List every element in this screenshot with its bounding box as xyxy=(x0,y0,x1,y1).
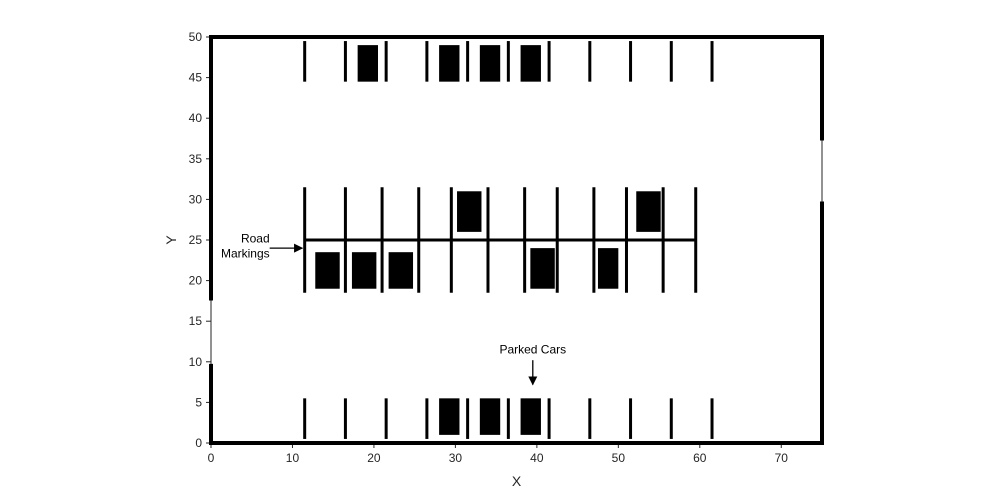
x-tick-label: 50 xyxy=(612,451,626,465)
parked-car xyxy=(357,45,379,82)
parked-car xyxy=(520,45,541,82)
y-tick-label: 45 xyxy=(189,71,203,85)
y-tick-label: 30 xyxy=(189,192,203,206)
x-tick-label: 30 xyxy=(449,451,463,465)
x-tick-label: 10 xyxy=(286,451,300,465)
y-tick-label: 10 xyxy=(189,355,203,369)
parked-car xyxy=(530,248,555,289)
y-tick-label: 50 xyxy=(189,30,203,44)
x-tick-label: 60 xyxy=(693,451,707,465)
y-tick-label: 15 xyxy=(189,314,203,328)
diagram-marks xyxy=(209,35,824,445)
road-markings-label: Markings xyxy=(221,246,270,260)
y-tick-label: 40 xyxy=(189,111,203,125)
parked-car xyxy=(315,252,340,289)
parked-car xyxy=(636,191,661,232)
parked-car xyxy=(597,248,619,289)
y-tick-label: 25 xyxy=(189,233,203,247)
y-tick-label: 0 xyxy=(195,436,202,450)
parked-car xyxy=(439,45,460,82)
x-tick-label: 20 xyxy=(367,451,381,465)
x-tick-label: 0 xyxy=(208,451,215,465)
y-tick-label: 20 xyxy=(189,274,203,288)
parked-car xyxy=(457,191,482,232)
road-markings-label: Road xyxy=(241,231,270,245)
parked-car xyxy=(351,252,377,289)
y-tick-label: 35 xyxy=(189,152,203,166)
x-tick-label: 70 xyxy=(775,451,789,465)
parked-car xyxy=(388,252,414,289)
parked-car xyxy=(479,398,501,435)
y-axis-label: Y xyxy=(163,235,179,245)
parked-car xyxy=(479,45,501,82)
parked-cars-label: Parked Cars xyxy=(499,343,566,357)
parked-car xyxy=(439,398,460,435)
y-tick-label: 5 xyxy=(195,395,202,409)
x-axis-label: X xyxy=(512,473,522,489)
parked-car xyxy=(520,398,541,435)
x-tick-label: 40 xyxy=(530,451,544,465)
